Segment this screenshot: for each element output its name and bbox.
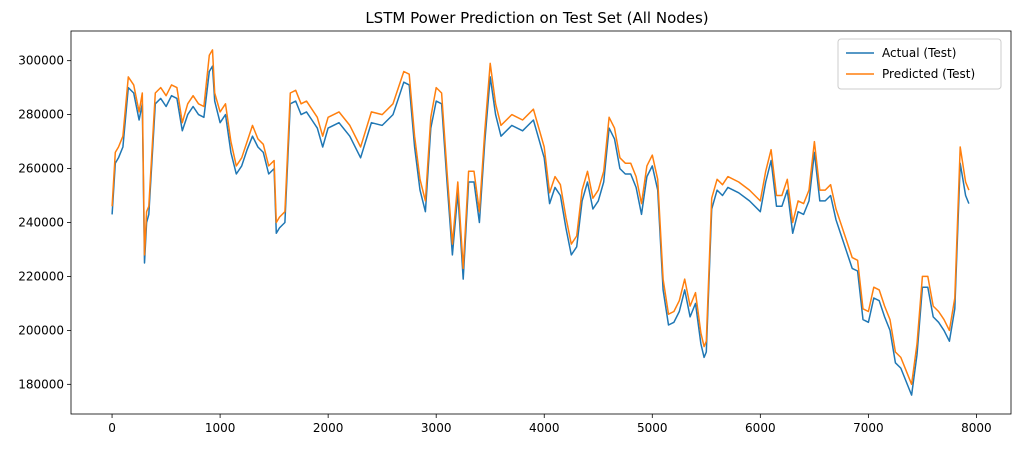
x-tick-label: 8000 [961, 421, 992, 435]
y-tick-label: 180000 [18, 377, 64, 391]
x-tick-label: 5000 [637, 421, 668, 435]
x-tick-label: 6000 [745, 421, 776, 435]
y-tick-label: 300000 [18, 54, 64, 68]
x-tick-label: 2000 [313, 421, 344, 435]
chart-title: LSTM Power Prediction on Test Set (All N… [365, 9, 708, 27]
series-line-actual [111, 65, 970, 396]
x-tick-label: 7000 [853, 421, 884, 435]
series-layer [111, 49, 970, 396]
legend-label: Predicted (Test) [882, 67, 975, 81]
y-tick-label: 260000 [18, 162, 64, 176]
x-tick-label: 3000 [421, 421, 452, 435]
x-tick-label: 1000 [205, 421, 236, 435]
y-axis: 180000 200000 220000 240000 260000 280000 3000… [18, 54, 71, 391]
x-axis: 0 1000 2000 3000 4000 5000 6000 7000 8000 [108, 414, 992, 435]
y-tick-label: 240000 [18, 216, 64, 230]
series-line-predicted [111, 49, 970, 386]
y-tick-label: 280000 [18, 108, 64, 122]
x-tick-label: 0 [108, 421, 116, 435]
legend: Actual (Test) Predicted (Test) [837, 38, 1002, 90]
y-tick-label: 220000 [18, 269, 64, 283]
legend-label: Actual (Test) [882, 46, 956, 60]
x-tick-label: 4000 [529, 421, 560, 435]
y-tick-label: 200000 [18, 323, 64, 337]
legend-box [837, 38, 1002, 90]
